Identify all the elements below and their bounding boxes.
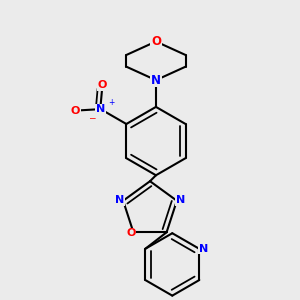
Text: O: O — [98, 80, 107, 90]
Text: N: N — [115, 195, 124, 205]
Text: N: N — [96, 104, 105, 114]
Text: O: O — [126, 229, 136, 238]
Text: −: − — [88, 113, 95, 122]
Text: N: N — [199, 244, 208, 254]
Text: N: N — [151, 74, 161, 87]
Text: O: O — [151, 35, 161, 48]
Text: N: N — [176, 195, 185, 205]
Text: O: O — [71, 106, 80, 116]
Text: +: + — [108, 98, 114, 107]
